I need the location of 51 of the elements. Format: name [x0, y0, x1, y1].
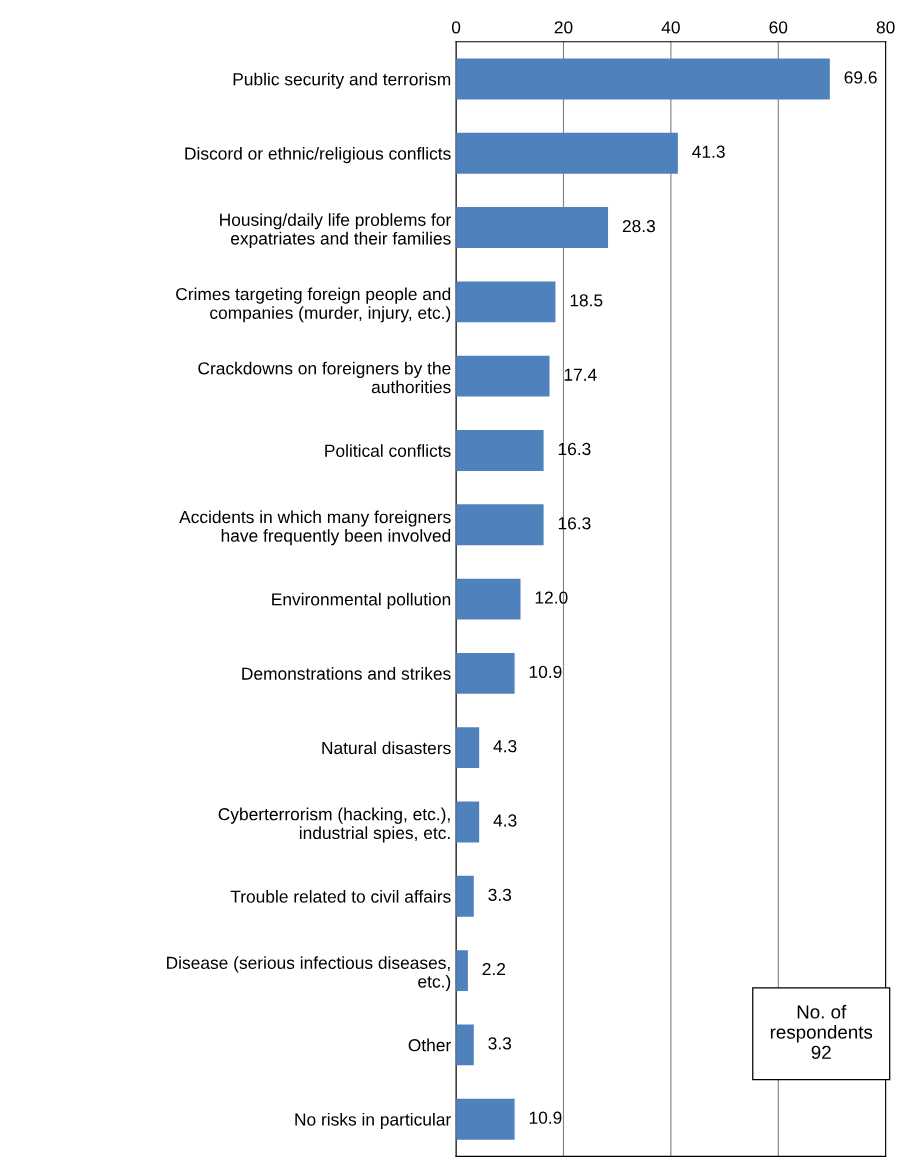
data-label: 69.6	[844, 71, 877, 84]
y-tick-label: Crimes targeting foreign people and companies (murder, injury, etc.)	[176, 287, 451, 323]
bar	[456, 578, 521, 620]
x-tick-label: 40	[661, 21, 680, 34]
y-tick-label: Housing/daily life problems for expatriates and their families	[220, 213, 451, 249]
data-label: 10.9	[529, 665, 562, 679]
data-label: 3.3	[488, 1037, 512, 1050]
y-tick-label: Other	[408, 1038, 451, 1052]
data-label: 12.0	[535, 591, 568, 604]
x-tick-label: 0	[451, 21, 461, 34]
y-tick-label: Crackdowns on foreigners by the authorities	[198, 361, 451, 394]
bar	[456, 801, 480, 843]
data-label: 4.3	[493, 740, 517, 753]
bar	[456, 207, 609, 248]
data-label: 2.2	[482, 962, 506, 976]
y-tick-label: Cyberterrorism (hacking, etc.), industrial spies, etc.	[218, 807, 450, 843]
bar	[456, 132, 678, 174]
y-tick-label: Disease (serious infectious diseases, etc.)	[167, 956, 451, 992]
data-label: 28.3	[622, 219, 655, 233]
y-tick-label: Public security and terrorism	[233, 72, 451, 89]
data-label: 4.3	[493, 814, 517, 827]
bar	[456, 504, 544, 546]
y-tick-label: Natural disasters	[322, 741, 451, 755]
data-label: 18.5	[570, 294, 603, 307]
data-label: 41.3	[692, 145, 725, 158]
data-label: 3.3	[488, 888, 512, 901]
y-tick-label: Demonstrations and strikes	[242, 667, 451, 680]
y-tick-label: Accidents in which many foreigners have frequently been involved	[179, 510, 451, 546]
bar	[456, 950, 468, 992]
annotation: No. of respondents 92	[770, 1004, 873, 1059]
bar	[456, 430, 544, 471]
y-tick-label: Environmental pollution	[272, 592, 451, 609]
y-tick-label: Political conflicts	[325, 444, 451, 457]
bar	[456, 1024, 474, 1066]
x-tick-label: 20	[554, 21, 573, 34]
bar	[456, 875, 474, 917]
data-label: 10.9	[529, 1111, 562, 1124]
data-label: 17.4	[564, 368, 597, 381]
y-tick-label: No risks in particular	[295, 1112, 451, 1130]
bar	[456, 281, 556, 323]
data-label: 16.3	[558, 517, 591, 530]
bar	[456, 727, 480, 769]
bar	[456, 1098, 515, 1140]
x-tick-label: 80	[876, 21, 895, 34]
data-label: 16.3	[558, 442, 591, 456]
bar	[456, 355, 550, 397]
y-tick-label: Discord or ethnic/religious conflicts	[185, 146, 451, 164]
x-tick-label: 60	[769, 21, 788, 34]
y-tick-label: Trouble related to civil affairs	[230, 890, 451, 903]
bar	[456, 58, 830, 100]
bar	[456, 652, 515, 694]
